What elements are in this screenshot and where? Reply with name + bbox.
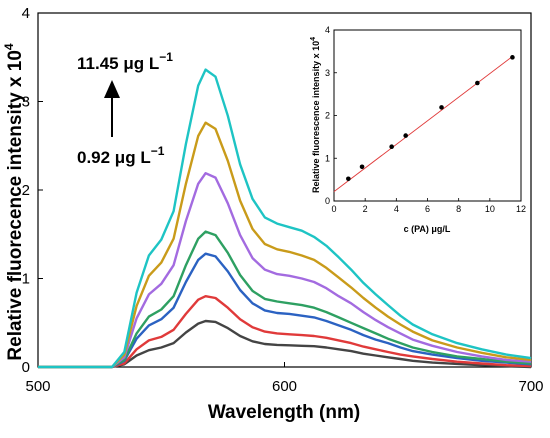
main-y-tick-label: 3 xyxy=(22,94,30,111)
inset-data-point xyxy=(475,80,480,86)
series-line-7 xyxy=(38,68,532,369)
annotation-bottom-value: 0.92 μg L xyxy=(77,148,151,167)
main-series-lines xyxy=(38,68,532,369)
main-x-tick-label: 500 xyxy=(25,378,50,395)
main-x-tick-label: 600 xyxy=(272,378,297,395)
inset-y-tick-label: 4 xyxy=(325,25,330,35)
series-line-2 xyxy=(38,295,532,369)
inset-x-tick-label: 10 xyxy=(485,204,495,214)
inset-x-tick-label: 2 xyxy=(363,204,368,214)
inset-x-axis-title: c (PA) μg/L xyxy=(404,224,451,234)
inset-y-tick-label: 0 xyxy=(325,196,330,206)
inset-y-axis-title-exponent: 4 xyxy=(310,37,317,41)
series-line-4 xyxy=(38,230,532,369)
inset-x-tick-label: 8 xyxy=(456,204,461,214)
main-y-tick-label: 0 xyxy=(22,359,30,376)
inset-x-tick-label: 4 xyxy=(394,204,399,214)
inset-data-point xyxy=(439,105,444,110)
inset-marks xyxy=(333,55,515,192)
inset-y-tick-label: 2 xyxy=(325,111,330,121)
inset-y-axis-title-text: Relative fluorescence intensity x 10 xyxy=(311,41,321,193)
main-y-tick-label: 2 xyxy=(22,182,30,199)
annotation-bottom-exponent: −1 xyxy=(151,144,165,158)
inset-data-point xyxy=(359,164,365,170)
inset-data-point xyxy=(346,176,351,182)
series-line-5 xyxy=(38,171,532,369)
main-y-tick-label: 4 xyxy=(22,5,30,22)
main-y-axis-title-text: Relative fluorecence intensity x 10 xyxy=(5,50,26,360)
inset-x-tick-label: 12 xyxy=(516,204,526,214)
inset-data-point xyxy=(403,133,408,138)
main-y-axis-title-exponent: 4 xyxy=(2,43,16,50)
inset-y-tick-label: 3 xyxy=(325,68,330,78)
inset-x-tick-label: 6 xyxy=(425,204,430,214)
main-x-tick-label: 700 xyxy=(518,378,543,395)
series-line-6 xyxy=(38,121,532,369)
inset-background xyxy=(310,18,525,220)
main-y-axis-title-group: Relative fluorecence intensity x 104 xyxy=(2,43,26,360)
inset-x-tick-label: 0 xyxy=(331,204,336,214)
annotation-top: 11.45 μg L−1 xyxy=(77,50,173,73)
inset-data-point xyxy=(510,55,515,60)
inset-y-tick-label: 1 xyxy=(325,153,330,163)
inset-fit-line xyxy=(333,55,514,192)
annotation-top-exponent: −1 xyxy=(159,50,173,64)
series-line-3 xyxy=(38,252,532,369)
annotation-top-value: 11.45 μg L xyxy=(77,54,159,73)
inset-y-axis-title-group: Relative fluorescence intensity x 104 xyxy=(310,37,321,193)
main-x-axis-title: Wavelength (nm) xyxy=(208,402,360,423)
inset-data-point xyxy=(389,144,394,150)
annotation-bottom: 0.92 μg L−1 xyxy=(77,144,165,167)
main-y-tick-label: 1 xyxy=(22,271,30,288)
inset-y-axis-title: Relative fluorescence intensity x 104 xyxy=(310,37,321,193)
annotation-arrow-head xyxy=(104,80,120,98)
main-y-axis-title: Relative fluorecence intensity x 104 xyxy=(2,43,26,360)
series-line-1 xyxy=(38,319,532,369)
